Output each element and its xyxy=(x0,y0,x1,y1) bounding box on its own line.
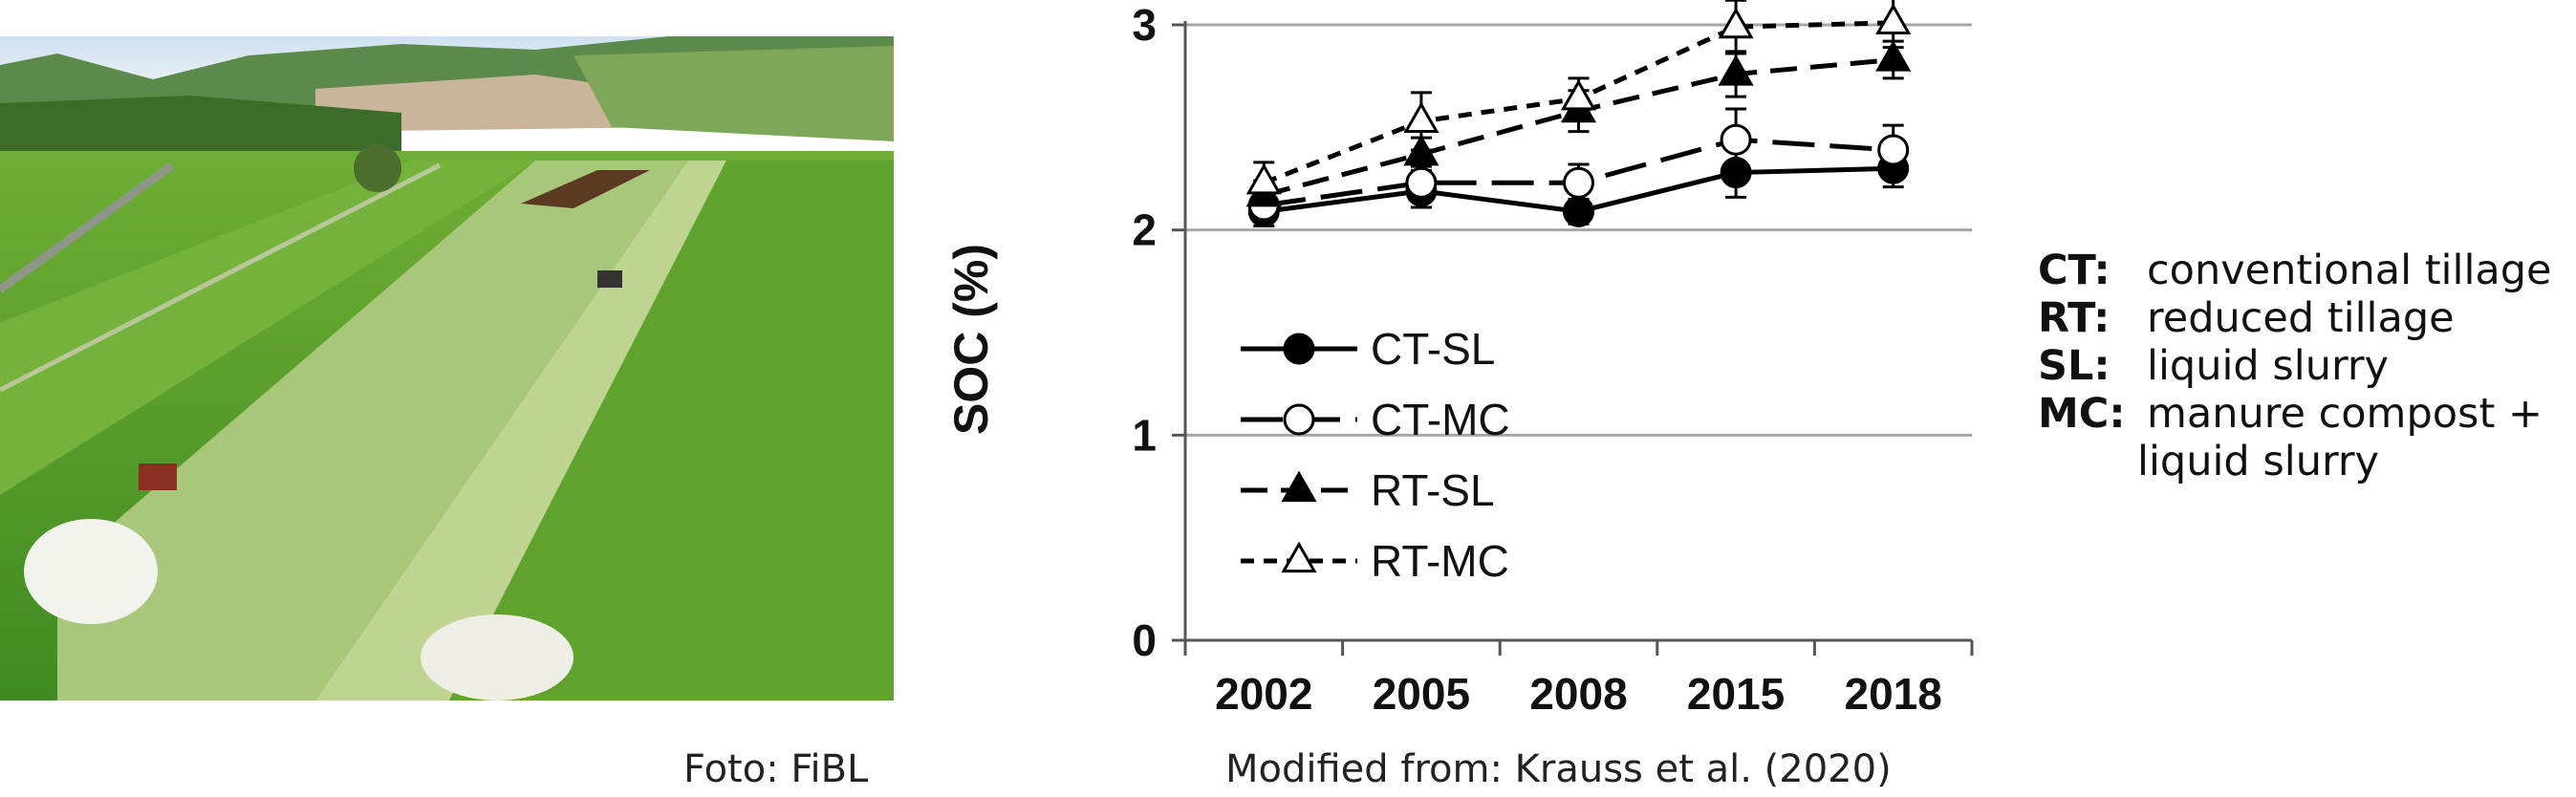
x-tick-label: 2005 xyxy=(1373,669,1470,719)
x-tick-label: 2018 xyxy=(1845,669,1942,719)
field-photo-image xyxy=(0,36,894,700)
y-tick-label: 0 xyxy=(1132,615,1157,665)
abbreviation-glossary: CT: conventional tillage RT: reduced tillag… xyxy=(2038,247,2552,485)
glossary-definition: liquid slurry xyxy=(2147,342,2390,390)
data-point-rt-sl xyxy=(1875,40,1912,72)
glossary-definition: conventional tillage xyxy=(2147,247,2552,294)
data-point-ct-mc xyxy=(1877,134,1910,166)
data-point-rt-mc xyxy=(1245,162,1282,195)
legend-marker-rt-mc xyxy=(1281,541,1317,573)
y-tick-labels: 0 1 2 3 xyxy=(1132,0,1157,665)
data-point-rt-sl xyxy=(1718,54,1754,86)
y-tick-label: 3 xyxy=(1132,0,1157,50)
y-tick-label: 2 xyxy=(1132,205,1157,255)
photo-vineyard xyxy=(574,46,894,141)
photo-strip-left xyxy=(0,161,535,495)
photo-road xyxy=(0,162,175,293)
photo-path xyxy=(0,162,442,393)
photo-blossom-tree-1 xyxy=(24,519,158,624)
photo-village xyxy=(315,75,669,132)
glossary-abbr: RT: xyxy=(2038,294,2111,342)
data-point-rt-mc xyxy=(1560,78,1597,111)
axes xyxy=(1172,21,1974,656)
photo-strip-mowed-2 xyxy=(315,161,726,700)
glossary-abbr: MC: xyxy=(2038,390,2126,438)
glossary-abbr: SL: xyxy=(2038,342,2111,390)
data-point-rt-mc xyxy=(1403,101,1440,134)
chart-source-note: Modified from: Krauss et al. (2020) xyxy=(1225,747,1892,791)
glossary-definition: reduced tillage xyxy=(2147,294,2455,342)
data-point-ct-mc xyxy=(1563,166,1594,199)
photo-tractor-2 xyxy=(139,463,177,490)
data-point-rt-mc xyxy=(1718,7,1754,39)
x-tick-label: 2008 xyxy=(1529,669,1627,719)
data-point-ct-sl xyxy=(1563,195,1594,227)
data-point-ct-mc xyxy=(1720,123,1752,156)
x-tick-label: 2002 xyxy=(1215,669,1312,719)
legend-label-ct-mc: CT-MC xyxy=(1371,395,1510,444)
photo-strip-mowed xyxy=(57,161,688,700)
glossary-abbr: CT: xyxy=(2038,247,2111,294)
photo-tree xyxy=(354,144,401,192)
photo-strip-right xyxy=(449,161,894,700)
legend-marker-rt-sl xyxy=(1281,470,1317,503)
y-axis-title: SOC (%) xyxy=(944,244,998,435)
data-point-rt-mc xyxy=(1875,3,1912,34)
data-point-ct-mc xyxy=(1405,166,1438,199)
series-markers xyxy=(1245,3,1912,227)
data-point-ct-sl xyxy=(1720,157,1752,189)
glossary-row: CT: conventional tillage xyxy=(2038,247,2552,294)
glossary-definition-continued: liquid slurry xyxy=(2137,438,2380,485)
legend-label-ct-sl: CT-SL xyxy=(1371,324,1495,374)
legend-marker-ct-sl xyxy=(1283,333,1315,365)
photo-plowed-patch xyxy=(521,170,650,208)
photo-credit: Foto: FiBL xyxy=(683,747,869,791)
data-point-rt-sl xyxy=(1403,134,1440,166)
glossary-row: SL: liquid slurry xyxy=(2038,342,2552,390)
x-tick-labels: 2002 2005 2008 2015 2018 xyxy=(1215,669,1942,719)
legend-label-rt-mc: RT-MC xyxy=(1371,536,1509,586)
photo-blossom-tree-2 xyxy=(421,614,574,700)
y-tick-label: 1 xyxy=(1132,410,1157,460)
glossary-row: MC: manure compost + xyxy=(2038,390,2552,438)
legend-label-rt-sl: RT-SL xyxy=(1371,465,1495,515)
glossary-definition: manure compost + xyxy=(2147,390,2544,438)
photo-tractor-1 xyxy=(597,270,622,288)
legend: CT-SL CT-MC RT-SL RT-MC xyxy=(1241,324,1510,586)
x-tick-label: 2015 xyxy=(1687,669,1785,719)
field-photo xyxy=(0,36,894,700)
glossary-row: RT: reduced tillage xyxy=(2038,294,2552,342)
legend-marker-ct-mc xyxy=(1283,403,1315,436)
